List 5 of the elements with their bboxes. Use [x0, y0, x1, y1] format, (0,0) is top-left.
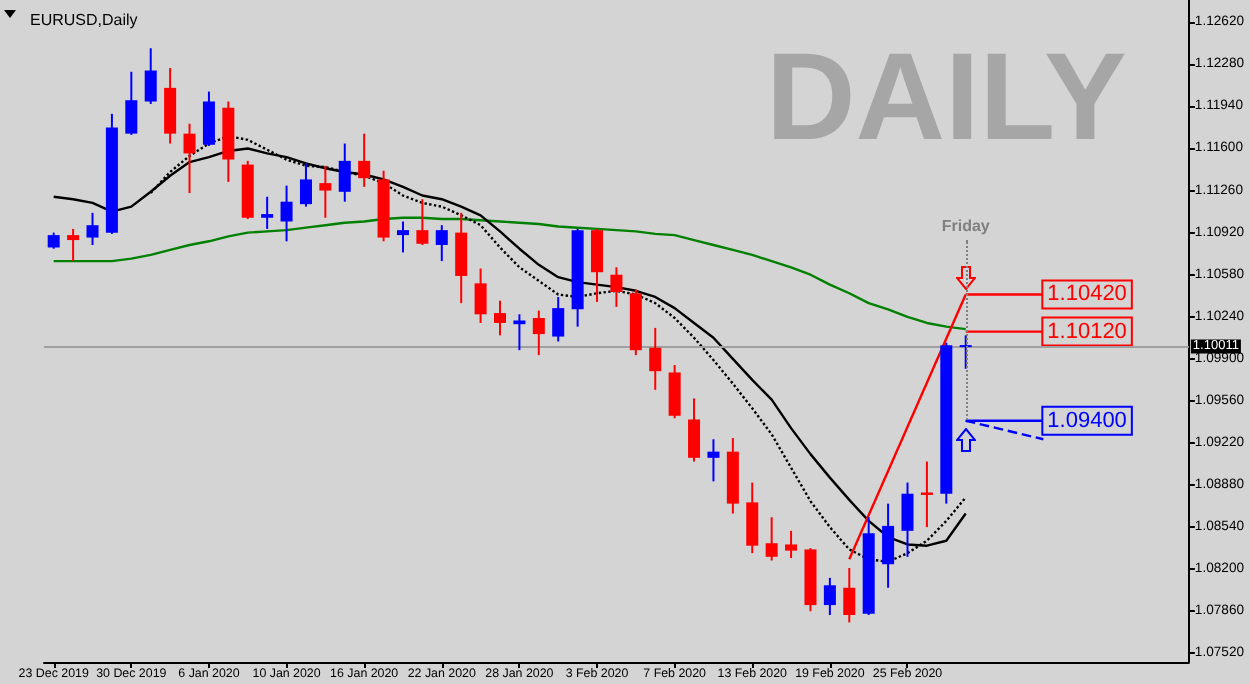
series-label: 1.09400: [1047, 408, 1127, 433]
series-label: 1.10420: [1047, 282, 1127, 307]
legend-label: 1.10120: [1047, 319, 1127, 344]
text: EURUSD,Daily: [30, 11, 138, 29]
annotation: Friday: [941, 217, 991, 235]
